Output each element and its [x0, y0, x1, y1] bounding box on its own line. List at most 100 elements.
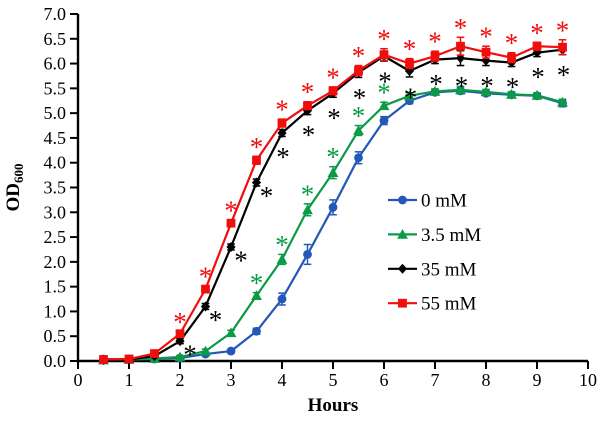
data-point-3.5-mM	[455, 84, 466, 95]
significance-asterisk: *	[224, 196, 238, 226]
data-point-55-mM	[303, 101, 312, 111]
y-tick-label: 0.5	[44, 326, 67, 346]
data-point-3.5-mM	[225, 327, 237, 338]
y-tick-label: 3.5	[44, 178, 67, 198]
y-tick-label: 5.0	[44, 103, 67, 123]
legend-label: 0 mM	[421, 191, 467, 212]
data-point-35-mM	[175, 336, 185, 347]
data-point-35-mM	[251, 177, 262, 188]
data-point-55-mM	[456, 41, 465, 51]
y-tick-label: 2.0	[44, 252, 67, 272]
data-point-3.5-mM	[531, 89, 543, 100]
x-tick-label: 7	[431, 370, 440, 390]
significance-asterisk: *	[455, 71, 469, 101]
y-tick-label: 6.5	[44, 29, 67, 49]
data-point-55-mM	[481, 47, 491, 57]
legend-marker	[397, 229, 408, 239]
data-point-55-mM	[175, 329, 185, 339]
x-tick-label: 3	[227, 370, 236, 390]
data-point-35-mM	[226, 241, 236, 252]
y-tick-label: 4.5	[44, 128, 67, 148]
significance-asterisk: *	[403, 34, 417, 64]
data-point-55-mM	[532, 41, 542, 51]
y-axis-title: OD600	[3, 164, 26, 212]
significance-asterisk: *	[454, 13, 468, 43]
data-point-3.5-mM	[404, 90, 415, 101]
significance-asterisk: *	[327, 103, 341, 133]
significance-asterisk: *	[377, 78, 391, 108]
y-tick-label: 1.5	[44, 277, 67, 297]
legend-marker	[398, 298, 407, 308]
data-point-3.5-mM	[429, 85, 441, 96]
legend-marker	[398, 195, 407, 205]
significance-asterisk: *	[404, 82, 418, 112]
data-point-55-mM	[558, 42, 567, 52]
significance-asterisk: *	[531, 62, 545, 92]
significance-asterisk: *	[275, 95, 289, 125]
significance-asterisk: *	[275, 230, 289, 260]
significance-asterisk: *	[326, 142, 340, 172]
data-point-55-mM	[379, 50, 389, 60]
significance-asterisk: *	[276, 142, 290, 172]
significance-asterisk: *	[199, 262, 213, 292]
data-point-3.5-mM	[506, 88, 517, 99]
x-axis-title: Hours	[308, 395, 359, 416]
significance-asterisk: *	[557, 60, 571, 90]
y-tick-label: 4.0	[44, 153, 67, 173]
data-point-3.5-mM	[353, 125, 364, 135]
data-point-35-mM	[200, 301, 211, 312]
data-point-3.5-mM	[302, 204, 313, 215]
significance-asterisk: *	[260, 181, 274, 211]
data-point-0-mM	[379, 116, 389, 125]
data-point-0-mM	[303, 250, 312, 259]
legend-label: 3.5 mM	[421, 225, 481, 246]
y-tick-label: 3.0	[44, 202, 67, 222]
data-point-55-mM	[277, 118, 287, 128]
significance-asterisk: *	[301, 77, 315, 107]
data-point-35-mM	[277, 127, 287, 138]
significance-asterisk: *	[301, 179, 315, 209]
data-point-0-mM	[252, 326, 261, 336]
data-point-3.5-mM	[174, 351, 186, 362]
data-point-0-mM	[328, 202, 338, 212]
legend-label: 55 mM	[421, 294, 477, 315]
legend-label: 35 mM	[421, 259, 477, 280]
data-point-3.5-mM	[327, 167, 339, 178]
y-tick-label: 0.0	[44, 351, 67, 371]
significance-asterisk: *	[183, 340, 197, 370]
significance-asterisk: *	[352, 41, 366, 71]
y-tick-label: 6.0	[44, 54, 67, 74]
significance-asterisk: *	[352, 101, 366, 131]
significance-asterisk: *	[209, 305, 223, 335]
data-point-3.5-mM	[251, 290, 262, 300]
data-point-3.5-mM	[378, 100, 390, 111]
significance-asterisk: *	[506, 72, 520, 102]
data-point-3.5-mM	[557, 96, 568, 107]
data-point-55-mM	[226, 218, 236, 228]
data-point-55-mM	[99, 355, 108, 364]
significance-asterisk: *	[428, 27, 442, 57]
data-point-55-mM	[328, 86, 338, 96]
x-tick-label: 4	[278, 370, 287, 390]
data-point-0-mM	[226, 346, 236, 356]
data-point-0-mM	[354, 153, 363, 163]
data-point-3.5-mM	[276, 253, 288, 264]
x-tick-label: 1	[125, 370, 134, 390]
significance-asterisk: *	[353, 83, 367, 113]
x-tick-label: 2	[176, 370, 185, 390]
significance-asterisk: *	[479, 22, 493, 52]
significance-asterisk: *	[302, 120, 316, 150]
significance-asterisk: *	[250, 268, 264, 298]
y-tick-label: 1.0	[44, 301, 67, 321]
y-tick-label: 2.5	[44, 227, 67, 247]
y-tick-label: 5.5	[44, 78, 67, 98]
data-point-3.5-mM	[200, 345, 211, 356]
x-tick-label: 5	[329, 370, 338, 390]
data-point-55-mM	[430, 51, 440, 61]
x-tick-label: 8	[482, 370, 491, 390]
data-point-0-mM	[277, 294, 287, 304]
data-point-55-mM	[354, 66, 363, 75]
x-tick-label: 9	[533, 370, 542, 390]
